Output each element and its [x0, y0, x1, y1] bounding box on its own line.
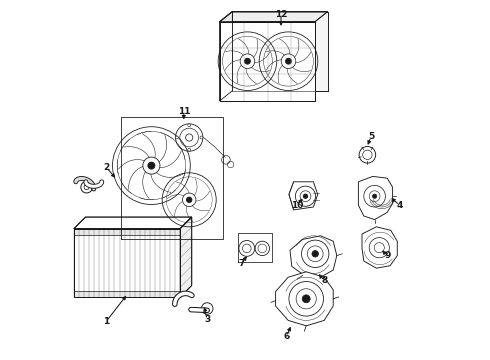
Text: 9: 9: [384, 251, 391, 260]
Text: 8: 8: [321, 276, 327, 285]
Circle shape: [302, 295, 310, 303]
Polygon shape: [74, 217, 192, 229]
Polygon shape: [362, 227, 397, 268]
Polygon shape: [220, 12, 328, 22]
Circle shape: [312, 251, 318, 257]
Polygon shape: [74, 229, 180, 297]
Polygon shape: [289, 182, 318, 210]
Polygon shape: [232, 12, 328, 91]
Polygon shape: [220, 22, 315, 101]
Circle shape: [372, 194, 377, 198]
Polygon shape: [275, 272, 333, 326]
Polygon shape: [358, 176, 392, 220]
Circle shape: [187, 197, 192, 202]
Text: 10: 10: [291, 201, 303, 210]
Text: 12: 12: [275, 10, 287, 19]
Text: 11: 11: [177, 107, 190, 116]
Circle shape: [286, 58, 292, 64]
Text: 1: 1: [103, 317, 110, 325]
Polygon shape: [74, 291, 180, 297]
Circle shape: [188, 148, 191, 151]
Circle shape: [303, 194, 308, 198]
Circle shape: [188, 124, 191, 127]
Circle shape: [175, 136, 178, 139]
Text: 5: 5: [368, 132, 374, 141]
Circle shape: [200, 136, 203, 139]
Polygon shape: [180, 217, 192, 297]
Circle shape: [245, 58, 250, 64]
Polygon shape: [220, 12, 232, 101]
Circle shape: [148, 162, 155, 169]
Text: 6: 6: [283, 332, 290, 341]
Polygon shape: [74, 229, 180, 235]
Text: 4: 4: [396, 201, 403, 210]
Text: 3: 3: [204, 315, 210, 324]
Text: 2: 2: [103, 163, 110, 172]
Text: 7: 7: [238, 259, 245, 268]
Polygon shape: [290, 236, 337, 277]
